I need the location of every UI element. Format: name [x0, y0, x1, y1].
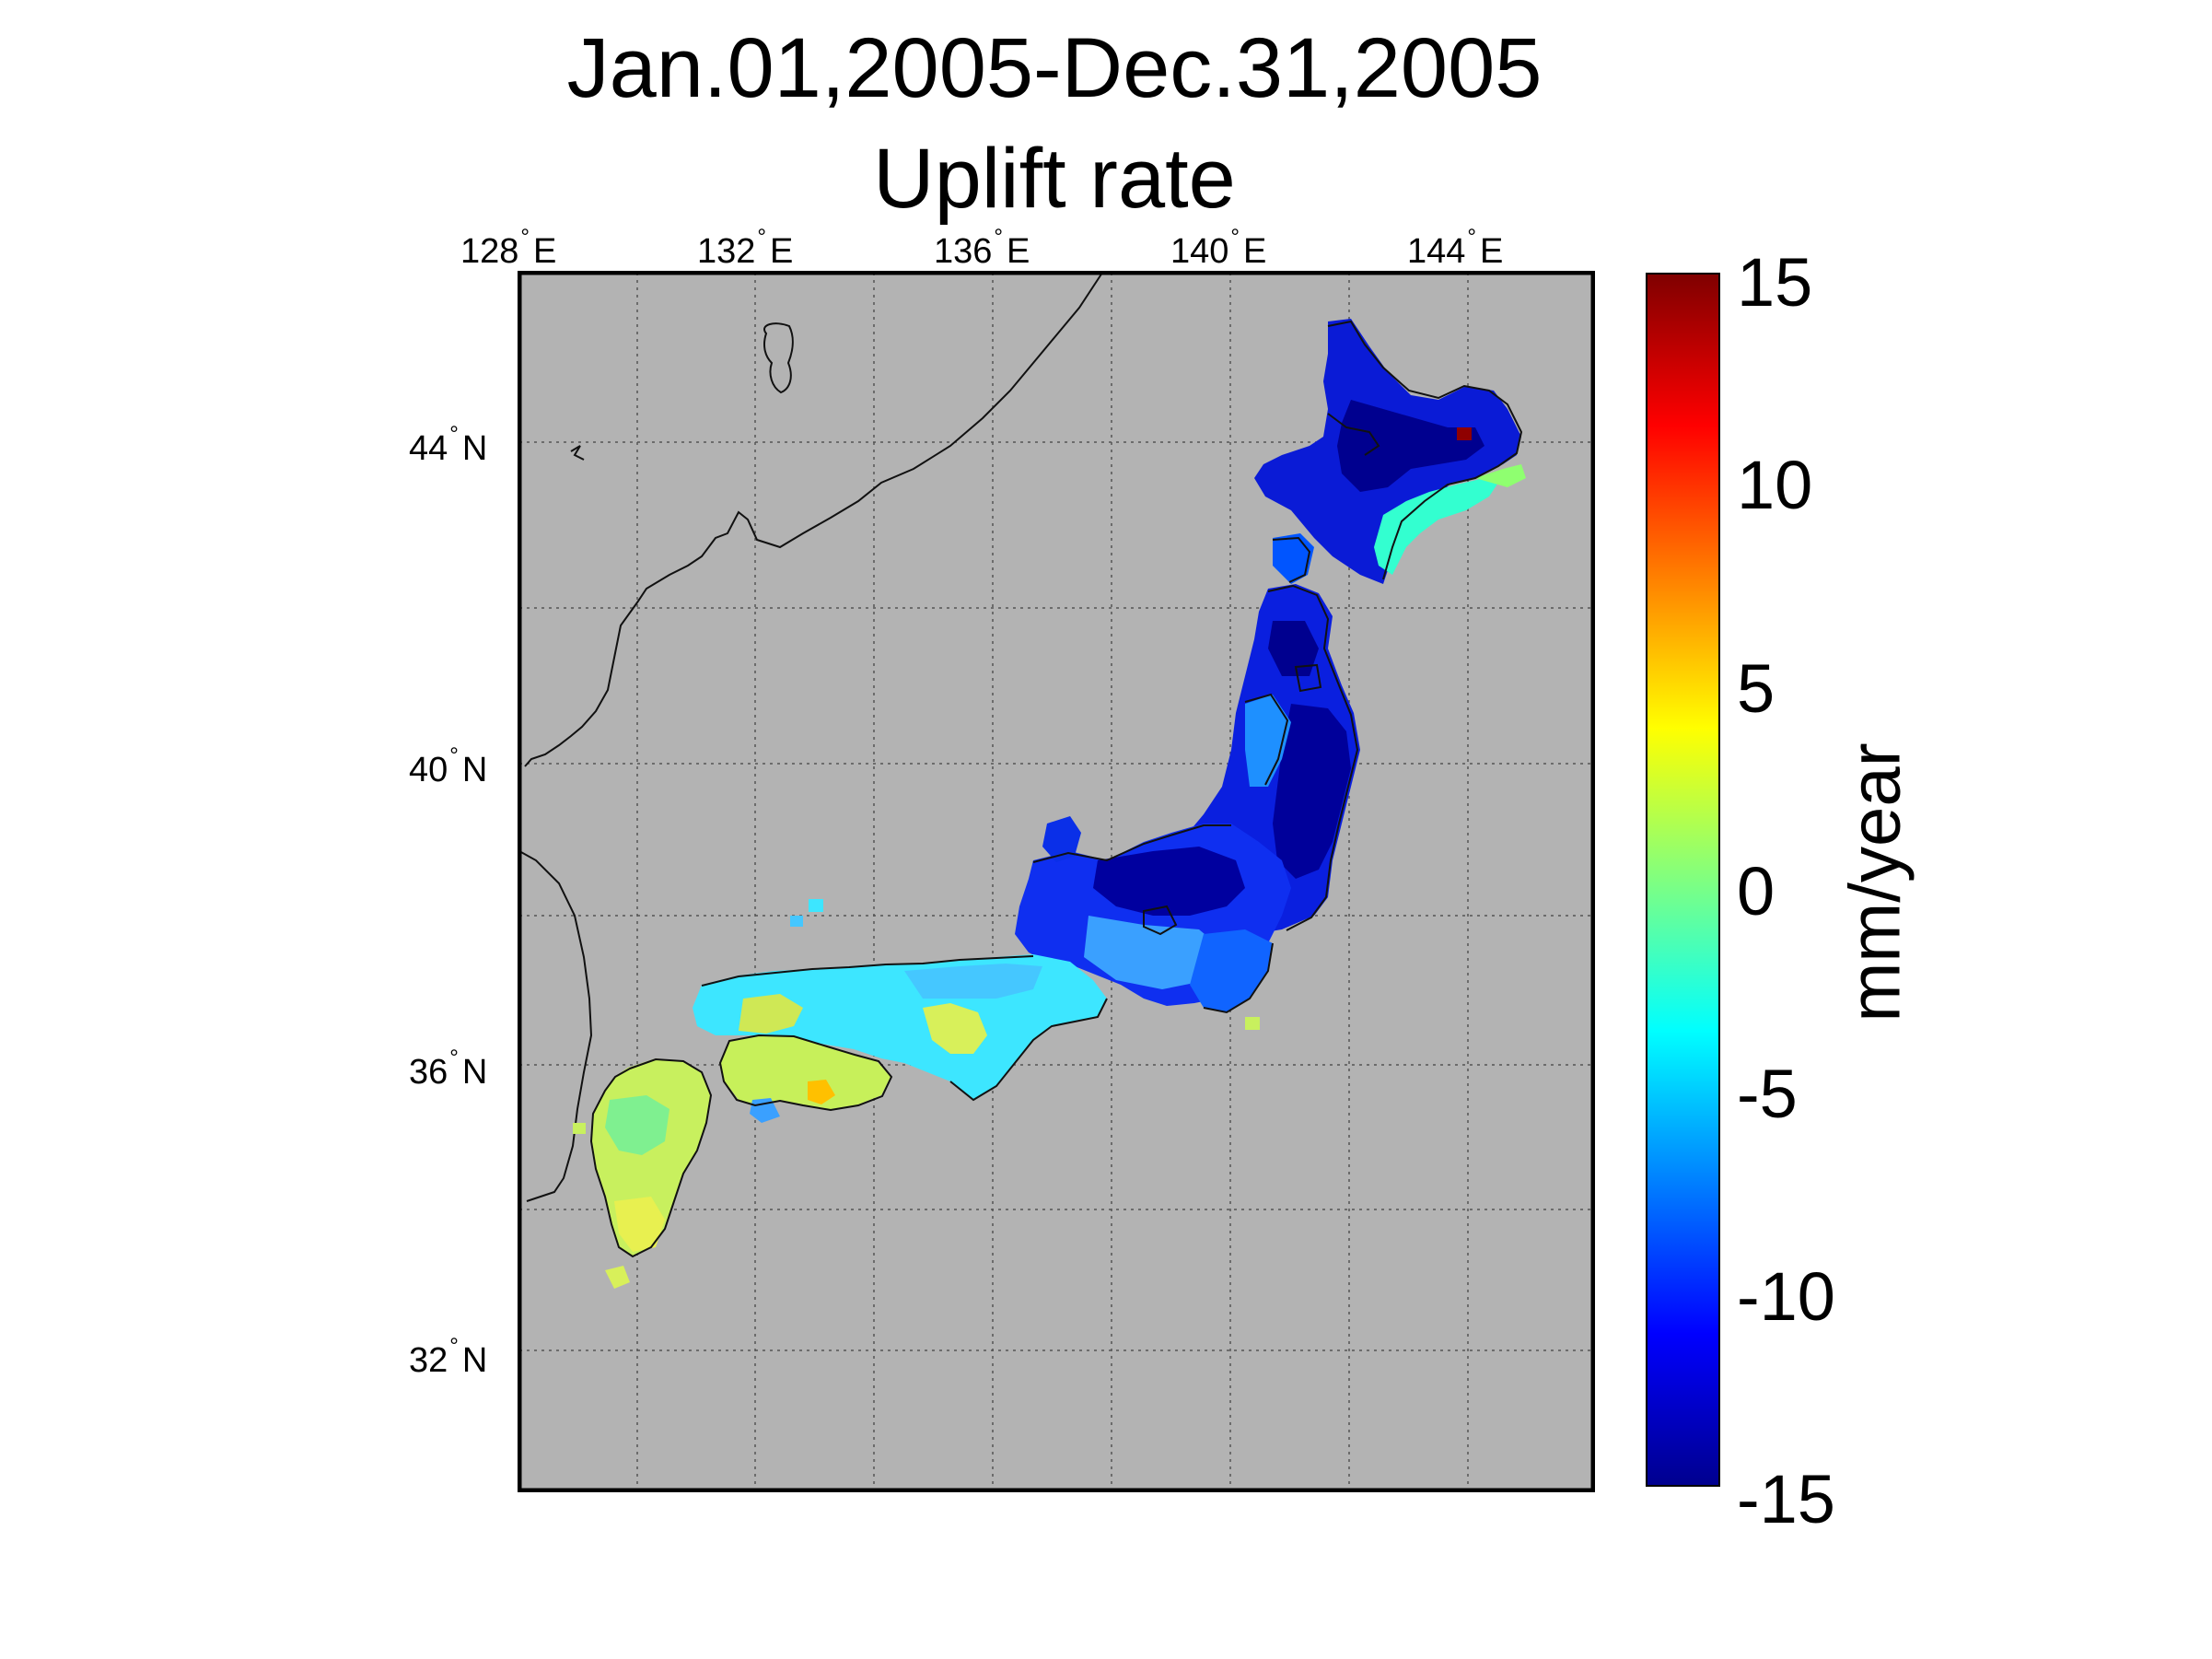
shikoku-region [720, 1035, 891, 1109]
tohoku-core [1273, 704, 1351, 879]
colorbar [1646, 273, 1720, 1487]
graticule [519, 273, 1593, 1490]
lat-tick-36: 36° N [409, 1046, 488, 1092]
lon-tick-128: 128° E [460, 225, 557, 271]
colorbar-label-10: 10 [1737, 447, 1813, 523]
lat-tick-32: 32° N [409, 1334, 488, 1380]
hokkaido-east-tip [1475, 464, 1526, 487]
colorbar-label-15: 15 [1737, 244, 1813, 321]
lat-tick-40: 40° N [409, 743, 488, 789]
oki-islet [809, 899, 823, 912]
tohoku-west-strip [1245, 695, 1291, 787]
kinki-light-blue [904, 964, 1042, 999]
small-islet-ishikawa [790, 916, 803, 927]
map-frame-border [518, 271, 1595, 1492]
lat-tick-44: 44° N [409, 422, 488, 468]
chart-title: Jan.01,2005-Dec.31,2005 [566, 21, 1543, 115]
colorbar-label-0: 0 [1737, 853, 1775, 929]
kyushu-green [605, 1095, 669, 1155]
chubu-core [1093, 847, 1245, 916]
korea-coastline [518, 850, 593, 1202]
colorbar-units: mm/year [1834, 742, 1915, 1022]
izu-islet [1245, 1017, 1260, 1030]
colorbar-label-5: 5 [1737, 650, 1775, 727]
chubu-light [1084, 916, 1227, 989]
hokkaido-east-coast [1374, 478, 1498, 575]
japan-coastline [589, 320, 1523, 1258]
hokkaido-core [1337, 400, 1484, 492]
lon-tick-132: 132° E [697, 225, 794, 271]
map-panel [518, 271, 1595, 1492]
noto-peninsula [1042, 816, 1081, 862]
mainland-coastline [524, 272, 1103, 767]
shikoku-orange-spot [808, 1080, 835, 1104]
kyushu-south-yellow [614, 1197, 665, 1252]
lon-tick-144: 144° E [1407, 225, 1504, 271]
chart-subtitle: Uplift rate [873, 132, 1236, 226]
kyushu-islet [605, 1266, 630, 1289]
sakhalin-island [763, 322, 794, 394]
colorbar-label-minus-5: -5 [1737, 1056, 1798, 1132]
kyushu-west-islet [573, 1123, 586, 1134]
kinki-yellow-spot [923, 1003, 987, 1054]
colorbar-label-minus-15: -15 [1737, 1461, 1835, 1537]
lon-tick-136: 136° E [934, 225, 1030, 271]
small-island-1 [570, 445, 585, 461]
uplift-heatmap [573, 319, 1526, 1289]
tohoku-upper [1268, 621, 1319, 676]
lon-tick-140: 140° E [1170, 225, 1267, 271]
hokkaido-hotspot [1457, 427, 1472, 440]
chugoku-yellow [739, 994, 803, 1034]
kanto-region [1190, 929, 1273, 1012]
colorbar-label-minus-10: -10 [1737, 1258, 1835, 1335]
